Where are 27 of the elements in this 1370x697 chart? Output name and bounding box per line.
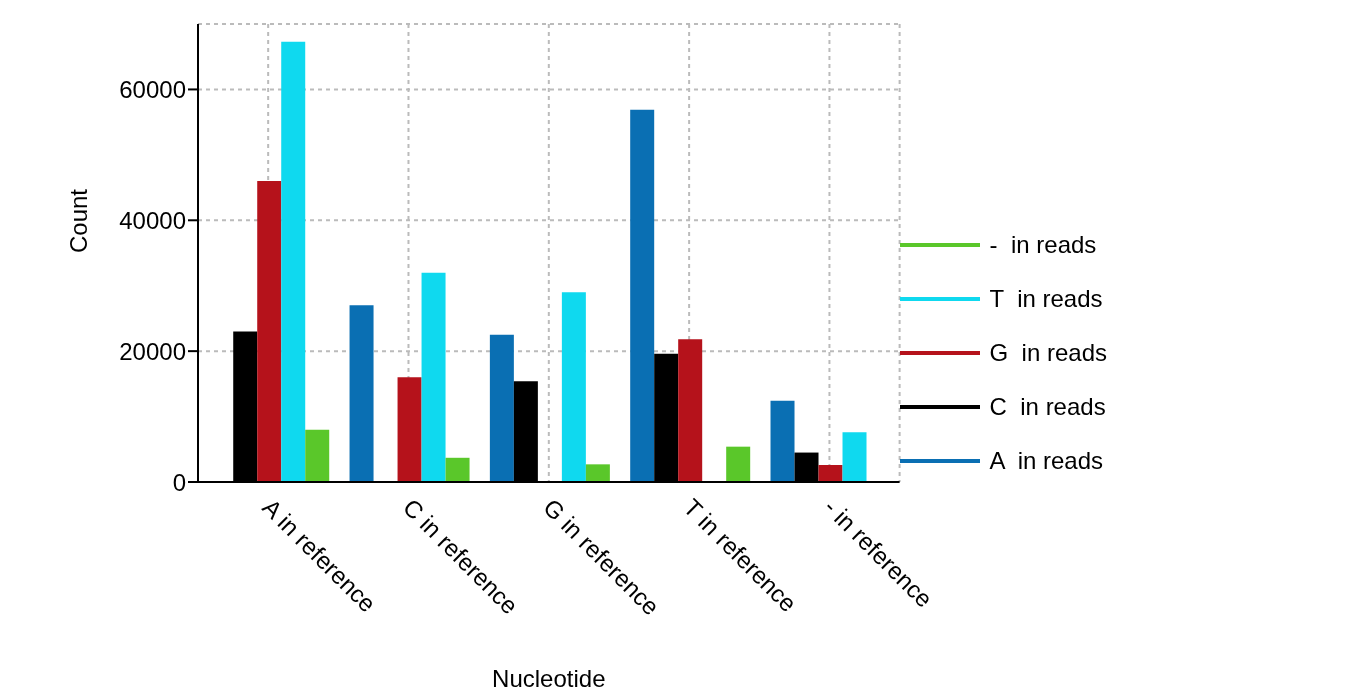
x-axis-title: Nucleotide — [492, 665, 606, 692]
bar — [305, 429, 330, 482]
bar — [281, 41, 306, 482]
legend-label: A in reads — [989, 446, 1104, 475]
bar — [842, 432, 867, 482]
legend-label: T in reads — [989, 284, 1103, 313]
y-axis-title: Count — [64, 188, 92, 253]
bar — [770, 400, 795, 482]
bar — [445, 457, 470, 482]
bar — [421, 272, 446, 482]
legend-label: G in reads — [989, 338, 1107, 367]
bar — [630, 109, 655, 482]
bar — [257, 181, 282, 482]
y-tick-label: 0 — [172, 468, 186, 496]
legend-label: C in reads — [989, 392, 1106, 421]
y-tick-label: 60000 — [119, 75, 186, 103]
y-tick-label: 40000 — [119, 206, 186, 234]
bar — [489, 334, 514, 482]
y-tick-label: 20000 — [119, 337, 186, 365]
legend-label: - in reads — [989, 230, 1097, 259]
bar — [726, 446, 751, 482]
bar — [349, 305, 374, 482]
bar — [678, 339, 703, 482]
bar — [397, 377, 422, 482]
bar — [818, 464, 843, 482]
bar — [561, 292, 586, 482]
bar — [585, 464, 610, 482]
